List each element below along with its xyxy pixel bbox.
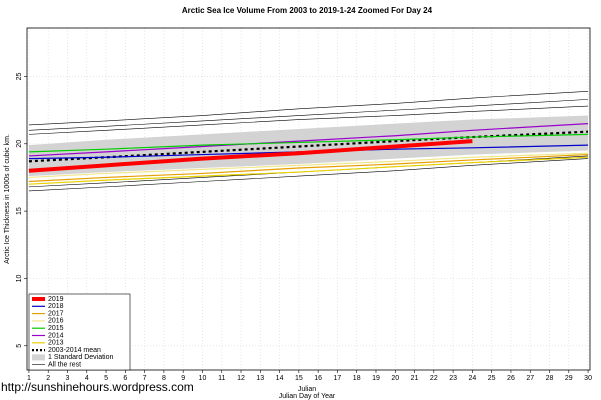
legend-label: 2014 — [48, 332, 64, 339]
x-tick-label: 20 — [391, 375, 399, 382]
legend-label: 2016 — [48, 318, 64, 325]
x-axis-sublabel: Julian Day of Year — [279, 393, 336, 400]
x-tick-label: 26 — [507, 375, 515, 382]
legend-label: 2017 — [48, 310, 64, 317]
x-tick-label: 23 — [449, 375, 457, 382]
other-line — [28, 90, 589, 126]
chart-title: Arctic Sea Ice Volume From 2003 to 2019-… — [182, 6, 433, 15]
other-line — [28, 158, 589, 192]
y-axis-label: Arctic Ice Thickness in 1000s of cubic k… — [4, 134, 11, 264]
legend-label: All the rest — [48, 362, 81, 369]
legend-label: 2003-2014 mean — [48, 347, 101, 354]
other-line — [28, 99, 589, 131]
x-tick-label: 7 — [143, 375, 147, 382]
x-tick-label: 2 — [46, 375, 50, 382]
x-tick-label: 24 — [468, 375, 476, 382]
y-tick-label: 20 — [16, 140, 23, 148]
footer: http://sunshinehours.wordpress.com — [1, 380, 194, 394]
legend-label: 2018 — [48, 303, 64, 310]
series-line — [28, 152, 589, 179]
legend-box — [28, 293, 131, 371]
x-tick-label: 27 — [526, 375, 534, 382]
x-tick-label: 11 — [218, 375, 225, 382]
x-tick-label: 28 — [546, 375, 554, 382]
x-tick-label: 4 — [85, 375, 89, 382]
legend-label: 2013 — [48, 340, 64, 347]
series-line — [28, 122, 589, 157]
x-tick-label: 14 — [276, 375, 284, 382]
x-tick-label: 15 — [295, 375, 303, 382]
series-line — [28, 133, 589, 153]
x-tick-label: 25 — [488, 375, 496, 382]
x-tick-label: 13 — [256, 375, 264, 382]
series-line — [28, 139, 473, 173]
legend-label: 2015 — [48, 325, 64, 332]
x-tick-label: 29 — [565, 375, 573, 382]
series-line — [28, 153, 589, 183]
y-tick-label: 15 — [16, 207, 23, 215]
legend-label: 2019 — [48, 296, 64, 303]
x-tick-label: 19 — [372, 375, 380, 382]
legend-label: 1 Standard Deviation — [48, 354, 113, 361]
x-tick-label: 30 — [584, 375, 592, 382]
x-tick-label: 6 — [123, 375, 127, 382]
series-line — [28, 156, 589, 185]
plot-frame — [26, 27, 591, 371]
x-tick-label: 22 — [430, 375, 438, 382]
x-tick-label: 1 — [27, 375, 31, 382]
x-tick-label: 12 — [237, 375, 245, 382]
x-tick-label: 16 — [314, 375, 322, 382]
x-tick-label: 9 — [181, 375, 185, 382]
y-tick-label: 5 — [16, 344, 23, 348]
x-tick-label: 21 — [411, 375, 419, 382]
y-tick-label: 10 — [16, 274, 23, 282]
x-tick-label: 8 — [162, 375, 166, 382]
std-band — [28, 115, 589, 177]
legend-swatch — [32, 354, 45, 361]
x-tick-label: 18 — [353, 375, 361, 382]
x-tick-label: 3 — [66, 375, 70, 382]
other-line — [28, 105, 589, 135]
x-tick-label: 5 — [104, 375, 108, 382]
x-tick-label: 10 — [199, 375, 207, 382]
x-tick-label: 17 — [334, 375, 342, 382]
x-axis-label: Julian — [298, 386, 316, 393]
y-tick-label: 25 — [16, 72, 23, 80]
